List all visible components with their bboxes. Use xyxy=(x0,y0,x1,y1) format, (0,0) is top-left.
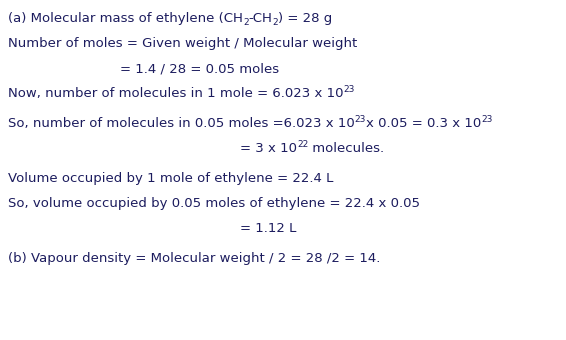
Text: (b) Vapour density = Molecular weight / 2 = 28 /2 = 14.: (b) Vapour density = Molecular weight / … xyxy=(8,252,380,265)
Text: ) = 28 g: ) = 28 g xyxy=(278,12,332,25)
Text: = 1.4 / 28 = 0.05 moles: = 1.4 / 28 = 0.05 moles xyxy=(120,62,279,75)
Text: Volume occupied by 1 mole of ethylene = 22.4 L: Volume occupied by 1 mole of ethylene = … xyxy=(8,172,333,185)
Text: (a) Molecular mass of ethylene (CH: (a) Molecular mass of ethylene (CH xyxy=(8,12,243,25)
Text: 23: 23 xyxy=(481,115,493,124)
Text: So, number of molecules in 0.05 moles =6.023 x 10: So, number of molecules in 0.05 moles =6… xyxy=(8,117,355,130)
Text: = 3 x 10: = 3 x 10 xyxy=(240,142,297,155)
Text: Now, number of molecules in 1 mole = 6.023 x 10: Now, number of molecules in 1 mole = 6.0… xyxy=(8,87,344,100)
Text: 2: 2 xyxy=(272,18,278,27)
Text: Number of moles = Given weight / Molecular weight: Number of moles = Given weight / Molecul… xyxy=(8,37,357,50)
Text: x 0.05 = 0.3 x 10: x 0.05 = 0.3 x 10 xyxy=(366,117,481,130)
Text: -CH: -CH xyxy=(248,12,272,25)
Text: So, volume occupied by 0.05 moles of ethylene = 22.4 x 0.05: So, volume occupied by 0.05 moles of eth… xyxy=(8,197,420,210)
Text: 2: 2 xyxy=(243,18,248,27)
Text: = 1.12 L: = 1.12 L xyxy=(240,222,297,235)
Text: 23: 23 xyxy=(344,85,355,94)
Text: molecules.: molecules. xyxy=(308,142,384,155)
Text: 23: 23 xyxy=(355,115,366,124)
Text: 22: 22 xyxy=(297,140,308,149)
